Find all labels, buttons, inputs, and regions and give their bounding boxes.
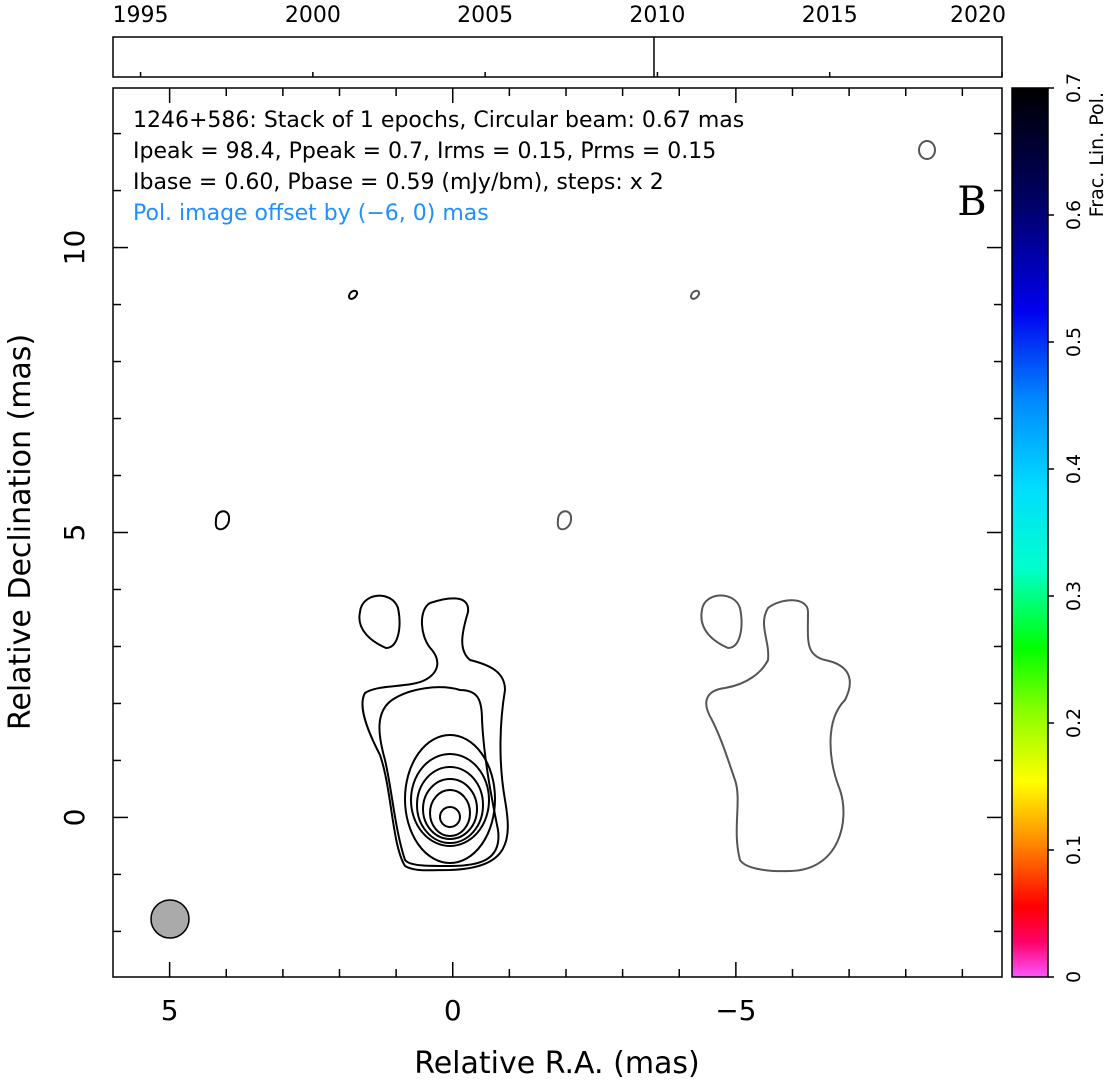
contour bbox=[705, 599, 851, 873]
colorbar-tick-label: 0.4 bbox=[1063, 454, 1085, 484]
pol-contours bbox=[556, 289, 851, 873]
annotation: Ipeak = 98.4, Ppeak = 0.7, Irms = 0.15, … bbox=[133, 139, 716, 164]
contour bbox=[556, 510, 573, 531]
x-tick-label: 5 bbox=[161, 994, 179, 1027]
contour bbox=[347, 289, 359, 300]
year-label: 2010 bbox=[629, 3, 685, 28]
annotation: Ibase = 0.60, Pbase = 0.59 (mJy/bm), ste… bbox=[133, 170, 664, 195]
contour bbox=[214, 510, 231, 531]
y-axis-label: Relative Declination (mas) bbox=[3, 334, 38, 730]
contour bbox=[358, 594, 401, 650]
colorbar-tick-label: 0.7 bbox=[1063, 73, 1085, 103]
contour bbox=[689, 289, 701, 300]
year-label: 2020 bbox=[950, 3, 1006, 28]
contour bbox=[410, 753, 490, 847]
x-tick-label: 0 bbox=[444, 994, 462, 1027]
i-contours bbox=[214, 289, 509, 872]
colorbar-tick-label: 0.3 bbox=[1063, 581, 1085, 611]
contour bbox=[361, 597, 509, 872]
contour bbox=[378, 686, 500, 868]
contour bbox=[416, 766, 484, 844]
year-label: 2015 bbox=[802, 3, 858, 28]
contour bbox=[404, 734, 496, 864]
colorbar bbox=[1011, 87, 1049, 978]
colorbar-tick-label: 0.6 bbox=[1063, 200, 1085, 230]
panel-label: B bbox=[957, 179, 986, 225]
x-tick-label: −5 bbox=[715, 994, 756, 1027]
pol-beam bbox=[918, 140, 936, 160]
y-tick-label: 5 bbox=[58, 524, 91, 542]
year-label: 2005 bbox=[457, 3, 513, 28]
timeline-frame bbox=[112, 36, 1003, 78]
colorbar-tick-label: 0.5 bbox=[1063, 327, 1085, 357]
x-axis-label: Relative R.A. (mas) bbox=[414, 1046, 700, 1081]
colorbar-tick-label: 0.2 bbox=[1063, 708, 1085, 738]
annotation: 1246+586: Stack of 1 epochs, Circular be… bbox=[133, 108, 744, 133]
year-label: 2000 bbox=[285, 3, 341, 28]
contour bbox=[700, 594, 743, 650]
colorbar-tick-label: 0 bbox=[1063, 971, 1085, 983]
y-tick-label: 0 bbox=[58, 809, 91, 827]
y-tick-label: 10 bbox=[58, 230, 91, 266]
colorbar-tick-label: 0.1 bbox=[1063, 835, 1085, 865]
contour bbox=[429, 789, 471, 837]
year-label: 1995 bbox=[113, 3, 169, 28]
colorbar-label: Frac. Lin. Pol. bbox=[1086, 92, 1108, 217]
contour bbox=[439, 806, 461, 828]
contour bbox=[422, 778, 478, 840]
annotation: Pol. image offset by (−6, 0) mas bbox=[133, 201, 489, 226]
beam bbox=[150, 899, 190, 939]
